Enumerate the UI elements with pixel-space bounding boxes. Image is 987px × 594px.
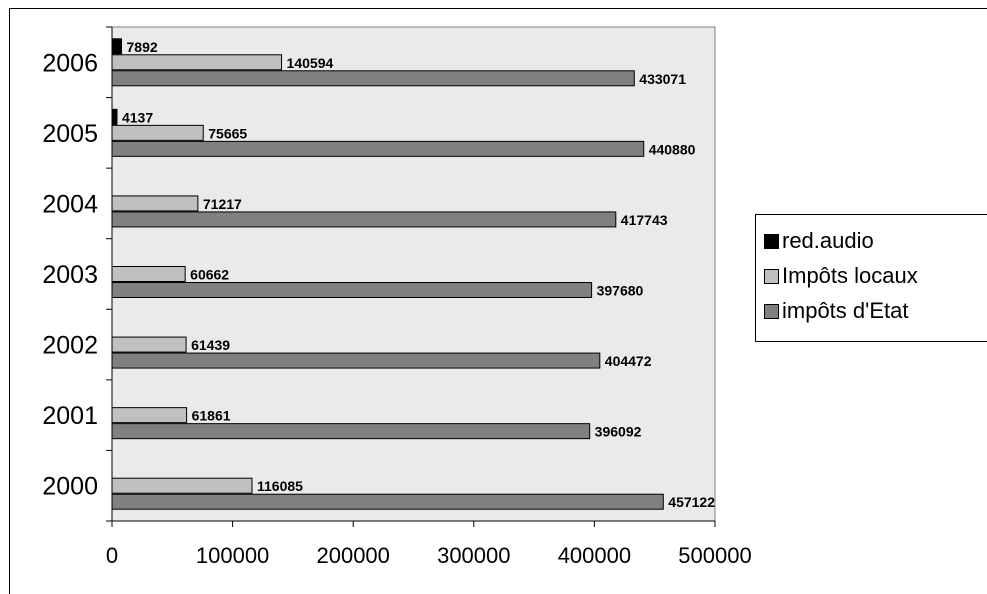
bar-red-audio-2006 [111,38,123,55]
data-label-impots-locaux-2001: 61861 [192,408,231,424]
bar-impots-locaux-2000 [111,477,253,494]
data-label-impots-locaux-2003: 60662 [190,267,229,283]
category-label-2004: 2004 [42,190,98,218]
bar-impots-locaux-2003 [111,266,186,282]
data-label-red-audio-2006: 7892 [127,39,158,55]
legend-item-impots-locaux: Impôts locaux [764,261,918,291]
data-label-impots-d-etat-2000: 457122 [668,494,715,510]
data-label-impots-d-etat-2003: 397680 [597,283,644,299]
data-label-impots-locaux-2002: 61439 [191,337,230,353]
x-tick-label: 500000 [678,543,751,568]
x-tick-label: 400000 [558,543,631,568]
legend-swatch-impots-locaux [764,268,779,284]
bar-impots-d-etat-2001 [111,423,591,440]
bar-impots-d-etat-2000 [111,493,664,510]
bar-impots-locaux-2004 [111,195,199,212]
data-label-impots-d-etat-2002: 404472 [605,353,652,369]
x-tick-label: 0 [106,543,118,568]
bar-impots-d-etat-2005 [111,140,645,157]
legend-label-impots-locaux: Impôts locaux [782,263,918,288]
bar-impots-locaux-2006 [111,54,283,71]
x-tick-label: 100000 [196,543,269,568]
category-label-2006: 2006 [42,49,98,77]
bar-impots-d-etat-2004 [111,211,617,228]
chart-legend: red.audio Impôts locaux impôts d'Etat [755,214,987,342]
bar-impots-locaux-2002 [111,336,187,353]
data-label-impots-locaux-2006: 140594 [287,55,334,71]
legend-label-impots-etat: impôts d'Etat [782,298,909,323]
data-label-impots-locaux-2000: 116085 [257,478,303,494]
category-label-2000: 2000 [42,473,98,501]
bar-red-audio-2005 [111,108,118,125]
category-label-2002: 2002 [42,332,98,360]
bar-impots-d-etat-2002 [111,352,601,369]
data-label-impots-locaux-2005: 75665 [208,125,247,141]
bar-impots-locaux-2005 [111,124,204,141]
legend-item-red-audio: red.audio [764,226,874,256]
bar-impots-locaux-2001 [111,407,188,424]
bar-impots-d-etat-2003 [111,282,593,298]
category-label-2003: 2003 [42,261,98,289]
bar-impots-d-etat-2006 [111,70,635,87]
data-label-impots-locaux-2004: 71217 [203,196,242,212]
data-label-red-audio-2005: 4137 [122,109,153,125]
legend-swatch-impots-etat [764,303,779,319]
category-label-2001: 2001 [42,402,98,430]
data-label-impots-d-etat-2001: 396092 [595,424,642,440]
data-label-impots-d-etat-2005: 440880 [649,141,696,157]
x-tick-label: 200000 [316,543,389,568]
legend-swatch-red-audio [764,233,779,249]
category-label-2005: 2005 [42,120,98,148]
legend-label-red-audio: red.audio [782,228,874,253]
data-label-impots-d-etat-2004: 417743 [621,212,668,228]
data-label-impots-d-etat-2006: 433071 [639,71,686,87]
x-tick-label: 300000 [437,543,510,568]
legend-item-impots-etat: impôts d'Etat [764,296,908,326]
